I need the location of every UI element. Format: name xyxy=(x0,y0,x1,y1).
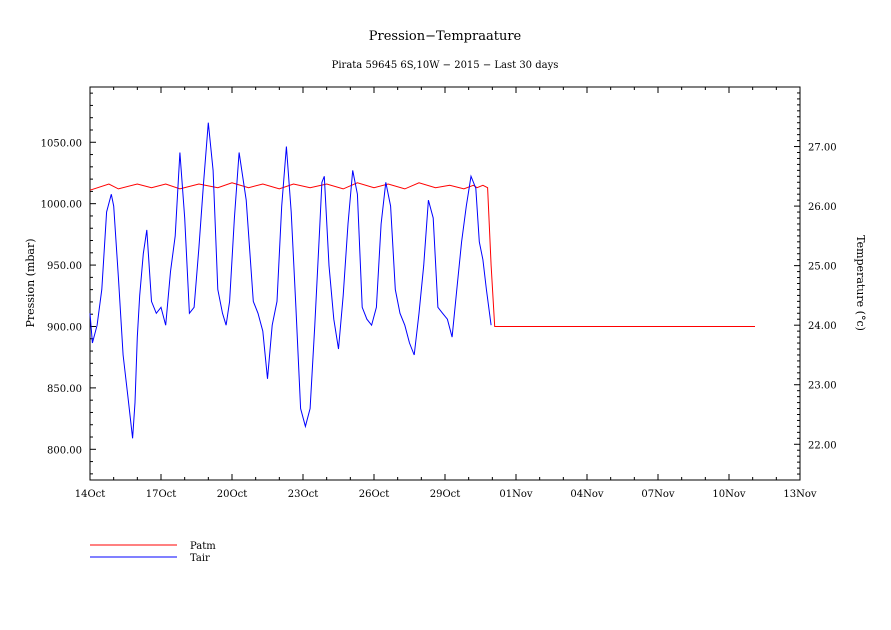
y-axis-right: 22.00 23.00 24.00 25.00 26.00 27.00 xyxy=(794,92,837,475)
legend-tair-label: Tair xyxy=(190,553,210,564)
y-right-tick-label: 24.00 xyxy=(808,321,837,332)
y-left-tick-label: 1050.00 xyxy=(41,138,82,149)
x-tick-label: 13Nov xyxy=(783,489,816,500)
y-right-tick-label: 27.00 xyxy=(808,143,837,154)
x-tick-label: 29Oct xyxy=(430,489,461,500)
legend-patm-label: Patm xyxy=(190,541,216,552)
y-axis-left: 800.00 850.00 900.00 950.00 1000.00 1050.00 xyxy=(41,92,96,475)
y-axis-left-label: Pression (mbar) xyxy=(24,238,37,327)
y-left-tick-label: 950.00 xyxy=(47,261,82,272)
x-tick-label: 04Nov xyxy=(570,489,603,500)
y-right-tick-label: 22.00 xyxy=(808,440,837,451)
x-tick-label: 01Nov xyxy=(499,489,532,500)
x-tick-label: 23Oct xyxy=(288,489,319,500)
x-tick-label: 07Nov xyxy=(641,489,674,500)
series-line-tair xyxy=(89,122,492,439)
x-tick-label: 26Oct xyxy=(359,489,390,500)
y-left-tick-label: 900.00 xyxy=(47,322,82,333)
x-axis: 14Oct 17Oct 20Oct 23Oct 26Oct 29Oct 01Nov 04Nov… xyxy=(75,87,817,500)
x-tick-label: 20Oct xyxy=(217,489,248,500)
chart-subtitle: Pirata 59645 6S,10W − 2015 − Last 30 day… xyxy=(332,60,559,71)
x-tick-label: 17Oct xyxy=(146,489,177,500)
x-tick-label: 14Oct xyxy=(75,489,106,500)
chart-title: Pression−Tempraature xyxy=(369,29,522,44)
y-left-tick-label: 850.00 xyxy=(47,384,82,395)
x-tick-label: 10Nov xyxy=(712,489,745,500)
series-line-patm xyxy=(89,182,755,327)
legend: Patm Tair xyxy=(90,541,216,564)
y-right-tick-label: 23.00 xyxy=(808,381,837,392)
y-left-tick-label: 1000.00 xyxy=(41,200,82,211)
y-right-tick-label: 25.00 xyxy=(808,262,837,273)
y-right-tick-label: 26.00 xyxy=(808,202,837,213)
y-axis-right-label: Temperature (°c) xyxy=(854,235,867,331)
y-left-tick-label: 800.00 xyxy=(47,445,82,456)
series-layer xyxy=(89,122,755,439)
